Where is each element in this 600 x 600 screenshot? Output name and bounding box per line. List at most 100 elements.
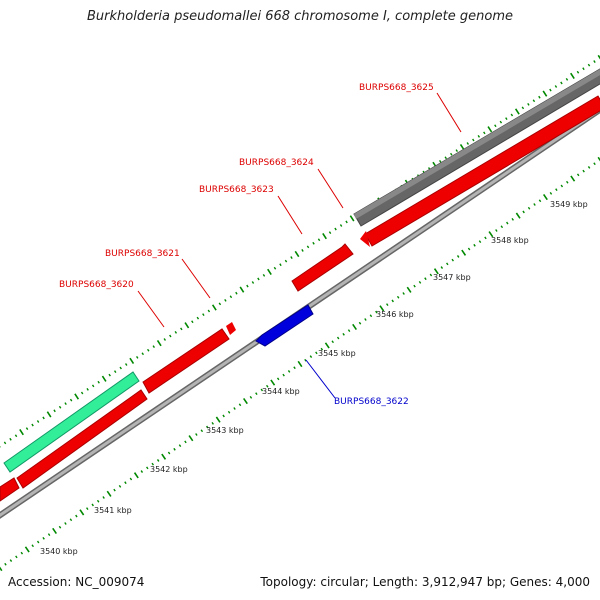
scale-tick xyxy=(74,393,80,400)
scale-tick xyxy=(478,240,482,243)
scale-tick xyxy=(167,451,171,455)
scale-tick xyxy=(46,411,52,418)
scale-tick xyxy=(239,286,245,293)
scale-tick xyxy=(106,490,112,497)
gene-labels: BURPS668_3620 BURPS668_3621 BURPS668_362… xyxy=(59,83,434,407)
scale-tick xyxy=(97,380,100,384)
scale-tick xyxy=(19,429,24,436)
scale-tick xyxy=(494,124,497,128)
scale-tick xyxy=(69,398,73,402)
gene-label-3625: BURPS668_3625 xyxy=(359,83,434,93)
scale-tick xyxy=(96,499,100,503)
scale-tick xyxy=(538,95,541,99)
scale-tick xyxy=(527,102,530,106)
scale-tick xyxy=(467,247,471,251)
scale-tick xyxy=(320,347,324,351)
scale-tick xyxy=(25,427,29,431)
scale-tick xyxy=(58,525,62,529)
scale-tick xyxy=(459,143,465,151)
scale-tick xyxy=(147,348,150,352)
scale-tick xyxy=(184,440,187,444)
scale-tick xyxy=(163,338,167,341)
gene-features xyxy=(0,68,600,502)
genome-summary-text: Topology: circular; Length: 3,912,947 bp… xyxy=(260,575,590,589)
gene-feature-red-3624[interactable] xyxy=(291,243,354,292)
scale-tick xyxy=(113,370,117,373)
scale-tick xyxy=(597,54,600,60)
scale-tick xyxy=(108,373,111,377)
gene-feature-blue-3622[interactable] xyxy=(255,304,314,347)
scale-tick xyxy=(429,273,433,277)
scale-tick xyxy=(174,331,178,334)
scale-label: 3541 kbp xyxy=(94,506,132,515)
gene-feature-red-lower[interactable] xyxy=(16,389,148,489)
scale-tick xyxy=(522,210,525,214)
gene-feature-red-middle[interactable] xyxy=(142,328,230,394)
scale-tick xyxy=(42,416,45,420)
scale-tick xyxy=(375,310,378,314)
scale-tick xyxy=(506,221,509,225)
scale-tick xyxy=(322,233,327,240)
scale-tick xyxy=(597,156,600,162)
scale-tick xyxy=(91,384,95,388)
scale-tick xyxy=(233,407,236,410)
scale-tick xyxy=(527,206,531,210)
scale-tick xyxy=(224,298,227,302)
scale-tick xyxy=(334,227,337,231)
scale-tick xyxy=(119,366,122,370)
scale-tick xyxy=(576,70,580,74)
scale-tick xyxy=(266,384,269,388)
scale-tick xyxy=(438,159,442,163)
outer-tick-ring xyxy=(0,54,600,448)
scale-tick xyxy=(466,142,470,145)
scale-tick xyxy=(500,225,504,229)
gene-label-3621: BURPS668_3621 xyxy=(105,249,180,259)
scale-tick xyxy=(9,559,13,562)
scale-tick xyxy=(270,379,276,386)
gene-feature-red-small[interactable] xyxy=(226,322,236,335)
scale-tick xyxy=(36,540,40,544)
scale-tick xyxy=(582,67,585,71)
scale-tick xyxy=(386,303,389,307)
scale-tick xyxy=(86,388,89,391)
scale-tick xyxy=(593,60,596,63)
scale-tick xyxy=(257,277,260,281)
scale-tick xyxy=(53,409,56,413)
scale-tick xyxy=(141,352,144,356)
scale-tick xyxy=(102,496,105,499)
scale-tick xyxy=(276,377,280,381)
gene-feature-red-edge[interactable] xyxy=(0,477,20,502)
scale-tick xyxy=(251,281,255,284)
scale-tick xyxy=(282,373,285,377)
scale-tick xyxy=(169,334,172,338)
scale-tick xyxy=(20,551,24,555)
scale-tick xyxy=(510,113,514,117)
gene-feature-red-large[interactable] xyxy=(360,95,600,247)
map-title: Burkholderia pseudomallei 668 chromosome… xyxy=(86,9,514,24)
scale-tick xyxy=(273,266,277,270)
scale-tick xyxy=(312,241,315,245)
scale-tick xyxy=(402,292,405,295)
scale-tick xyxy=(514,108,520,115)
scale-tick xyxy=(151,462,154,466)
scale-tick xyxy=(369,314,373,318)
scale-tick xyxy=(36,420,40,423)
scale-tick xyxy=(347,329,351,333)
scale-tick xyxy=(406,286,412,293)
scale-tick xyxy=(538,199,542,203)
scale-tick xyxy=(255,392,258,396)
scale-label: 3543 kbp xyxy=(206,426,244,435)
scale-label: 3548 kbp xyxy=(491,236,529,245)
gene-feature-gray[interactable] xyxy=(353,68,600,227)
scale-tick xyxy=(242,397,248,405)
scale-tick xyxy=(582,169,585,173)
scale-tick xyxy=(505,117,508,120)
scale-tick xyxy=(129,357,135,365)
scale-tick xyxy=(101,375,107,382)
scale-tick xyxy=(488,231,494,238)
scale-tick xyxy=(156,459,160,462)
gene-feature-teal[interactable] xyxy=(3,371,140,473)
scale-tick xyxy=(358,321,362,325)
scale-tick xyxy=(413,284,416,288)
scale-tick xyxy=(495,229,498,232)
